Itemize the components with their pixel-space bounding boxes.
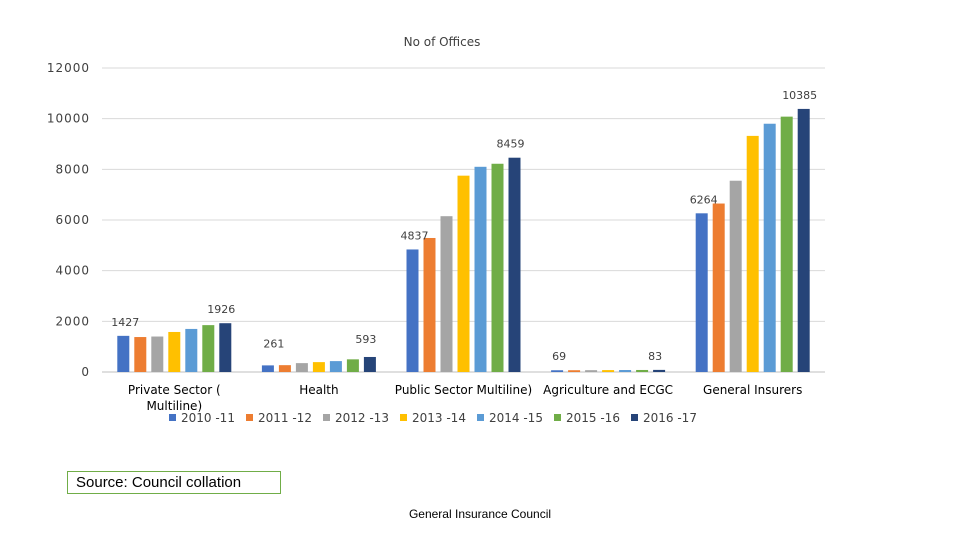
- bar: [551, 370, 564, 372]
- legend-swatch: [477, 414, 484, 421]
- bar: [168, 331, 181, 372]
- y-tick-label: 12000: [47, 61, 90, 75]
- category-label: Private Sector (: [128, 383, 221, 397]
- data-label: 593: [355, 333, 376, 346]
- data-label: 69: [552, 350, 566, 363]
- bar: [491, 163, 504, 372]
- bar: [457, 175, 470, 372]
- legend-label: 2012 -13: [335, 411, 389, 425]
- legend-label: 2016 -17: [643, 411, 697, 425]
- bar: [440, 216, 453, 372]
- y-tick-label: 4000: [55, 264, 90, 278]
- bar: [746, 135, 759, 372]
- bar: [363, 356, 376, 372]
- bar: [602, 370, 615, 372]
- bar: [185, 328, 198, 372]
- y-tick-label: 0: [81, 365, 90, 379]
- source-note: Source: Council collation: [67, 471, 281, 494]
- category-label: General Insurers: [703, 383, 802, 397]
- legend-label: 2013 -14: [412, 411, 466, 425]
- legend-label: 2015 -16: [566, 411, 620, 425]
- bar: [423, 237, 436, 372]
- bar: [295, 363, 308, 372]
- category-label: Multiline): [146, 399, 202, 413]
- category-label: Health: [299, 383, 338, 397]
- y-tick-label: 2000: [55, 314, 90, 328]
- bar: [797, 108, 810, 372]
- chart-title: No of Offices: [404, 35, 481, 49]
- y-tick-label: 6000: [55, 213, 90, 227]
- bar: [653, 369, 666, 372]
- bar: [219, 323, 232, 372]
- y-tick-label: 8000: [55, 162, 90, 176]
- legend-swatch: [246, 414, 253, 421]
- data-label: 83: [648, 350, 662, 363]
- bar: [636, 369, 649, 372]
- data-label: 1926: [207, 303, 235, 316]
- bar: [780, 116, 793, 372]
- bar: [134, 337, 147, 372]
- bar: [312, 362, 325, 372]
- bar: [568, 370, 581, 372]
- bar: [117, 335, 130, 372]
- data-label: 4837: [401, 229, 429, 242]
- data-label: 1427: [111, 316, 139, 329]
- y-tick-label: 10000: [47, 112, 90, 126]
- bar: [329, 361, 342, 372]
- bar: [508, 157, 521, 372]
- legend-swatch: [400, 414, 407, 421]
- bar: [278, 365, 291, 372]
- bar: [695, 213, 708, 372]
- bar: [729, 180, 742, 372]
- legend-label: 2011 -12: [258, 411, 312, 425]
- data-label: 10385: [782, 89, 817, 102]
- legend-swatch: [323, 414, 330, 421]
- footer-text: General Insurance Council: [408, 507, 552, 521]
- data-label: 6264: [690, 193, 718, 206]
- bar: [619, 370, 632, 372]
- bar: [202, 325, 215, 372]
- bar: [585, 370, 598, 372]
- legend-label: 2014 -15: [489, 411, 543, 425]
- bar: [151, 336, 164, 372]
- data-label: 261: [263, 337, 284, 350]
- legend-swatch: [169, 414, 176, 421]
- bar: [474, 166, 487, 372]
- legend-swatch: [631, 414, 638, 421]
- category-label: Agriculture and ECGC: [543, 383, 673, 397]
- bar: [261, 365, 274, 372]
- legend-label: 2010 -11: [181, 411, 235, 425]
- bar: [346, 359, 359, 372]
- data-label: 8459: [497, 138, 525, 151]
- bar: [712, 203, 725, 372]
- category-label: Public Sector Multiline): [395, 383, 532, 397]
- bar: [406, 249, 419, 372]
- bar: [763, 123, 776, 372]
- legend-swatch: [554, 414, 561, 421]
